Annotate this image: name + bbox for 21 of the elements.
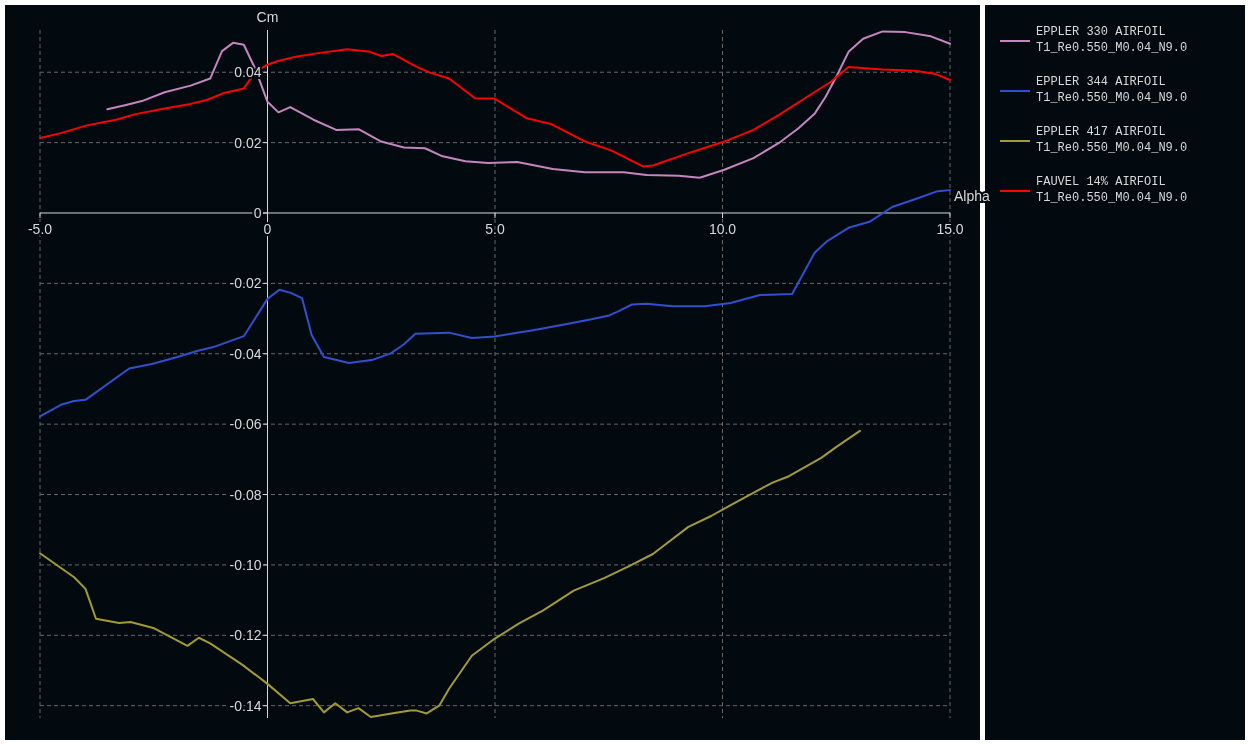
- legend-label: EPPLER 417 AIRFOIL T1_Re0.550_M0.04_N9.0: [1036, 125, 1188, 155]
- y-tick-label: -0.10: [229, 556, 262, 573]
- y-tick-label: 0: [253, 205, 262, 221]
- x-tick-label: 15.0: [936, 221, 964, 237]
- line-series: [39, 48, 951, 168]
- line-series: [39, 429, 861, 718]
- y-tick-label: -0.02: [229, 275, 262, 292]
- x-tick-label: 5.0: [485, 221, 505, 237]
- y-axis-title: Cm: [256, 9, 279, 25]
- legend-label: EPPLER 330 AIRFOIL T1_Re0.550_M0.04_N9.0: [1036, 25, 1188, 55]
- line-series: [106, 30, 951, 179]
- x-tick-label: -5.0: [27, 221, 53, 237]
- x-tick-label: 10.0: [708, 221, 737, 237]
- y-tick-label: -0.08: [229, 486, 262, 503]
- legend-label: FAUVEL 14% AIRFOIL T1_Re0.550_M0.04_N9.0: [1036, 175, 1188, 205]
- y-tick-label: -0.14: [229, 697, 262, 714]
- legend-label: EPPLER 344 AIRFOIL T1_Re0.550_M0.04_N9.0: [1036, 75, 1188, 105]
- y-tick-label: -0.12: [229, 627, 262, 644]
- y-tick-label: -0.06: [229, 416, 262, 433]
- y-tick-label: -0.04: [229, 345, 262, 362]
- y-tick-label: 0.02: [234, 134, 262, 151]
